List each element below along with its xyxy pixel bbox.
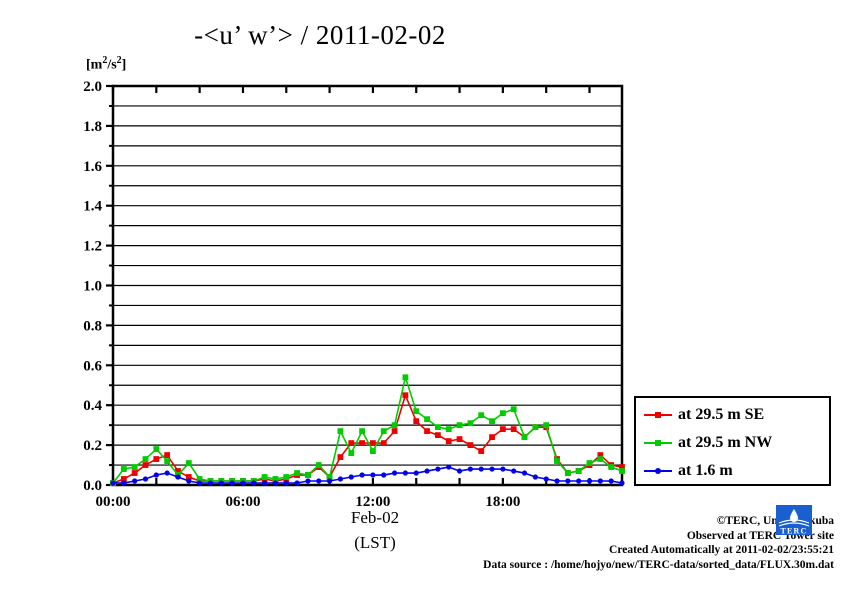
series-at-29-5-m-se bbox=[110, 392, 625, 486]
y-tick-label: 1.2 bbox=[83, 239, 102, 255]
x-tick-label: 12:00 bbox=[355, 494, 390, 510]
data-series-group bbox=[110, 374, 625, 486]
x-tick-label: 18:00 bbox=[485, 494, 520, 510]
legend-item-low: at 1.6 m bbox=[644, 460, 733, 482]
y-tick-label: 1.6 bbox=[83, 159, 102, 175]
y-tick-label: 1.8 bbox=[83, 119, 102, 135]
series-at-29-5-m-nw bbox=[110, 374, 625, 486]
x-tick-label: 00:00 bbox=[96, 494, 131, 510]
legend: at 29.5 m SE at 29.5 m NW at 1.6 m bbox=[634, 396, 831, 486]
y-tick-label: 0.0 bbox=[83, 478, 102, 494]
legend-marker-se bbox=[644, 409, 672, 421]
x-axis-date-label: Feb-02 bbox=[350, 508, 400, 527]
terc-logo: TERC bbox=[776, 505, 812, 536]
y-axis-tick-labels: 0.0 0.2 0.4 0.6 0.8 1.0 1.2 1.4 1.6 1.8 2.0 bbox=[83, 79, 102, 494]
y-tick-label: 0.6 bbox=[83, 358, 102, 374]
legend-item-se: at 29.5 m SE bbox=[644, 404, 764, 426]
legend-label-low: at 1.6 m bbox=[678, 462, 733, 479]
plot-frame bbox=[111, 84, 624, 487]
gridlines bbox=[113, 85, 622, 486]
x-axis-tick-labels: 00:00 06:00 12:00 18:00 bbox=[96, 494, 521, 510]
legend-marker-nw bbox=[644, 437, 672, 449]
y-tick-label: 0.4 bbox=[83, 398, 102, 414]
x-tick-label: 06:00 bbox=[225, 494, 260, 510]
legend-marker-low bbox=[644, 465, 672, 477]
y-tick-label: 1.4 bbox=[83, 199, 102, 215]
x-axis-timezone-label: (LST) bbox=[354, 533, 396, 552]
terc-logo-text: TERC bbox=[780, 527, 807, 536]
legend-label-nw: at 29.5 m NW bbox=[678, 434, 773, 451]
y-tick-label: 1.0 bbox=[83, 279, 102, 295]
y-tick-label: 0.8 bbox=[83, 318, 102, 334]
y-tick-label: 0.2 bbox=[83, 438, 102, 454]
footer-created: Created Automatically at 2011-02-02/23:5… bbox=[609, 544, 834, 556]
series-at-1-6-m bbox=[110, 464, 625, 486]
legend-label-se: at 29.5 m SE bbox=[678, 406, 765, 423]
page-title: -<u’ w’> / 2011-02-02 bbox=[194, 20, 446, 50]
y-axis-unit-label: [m2/s2] bbox=[86, 55, 127, 73]
footer-datasource: Data source : /home/hojyo/new/TERC-data/… bbox=[483, 558, 834, 571]
footer: ©TERC, Univ. Tsukuba Observed at TERC To… bbox=[414, 514, 834, 572]
y-tick-label: 2.0 bbox=[83, 79, 102, 95]
legend-item-nw: at 29.5 m NW bbox=[644, 432, 772, 454]
